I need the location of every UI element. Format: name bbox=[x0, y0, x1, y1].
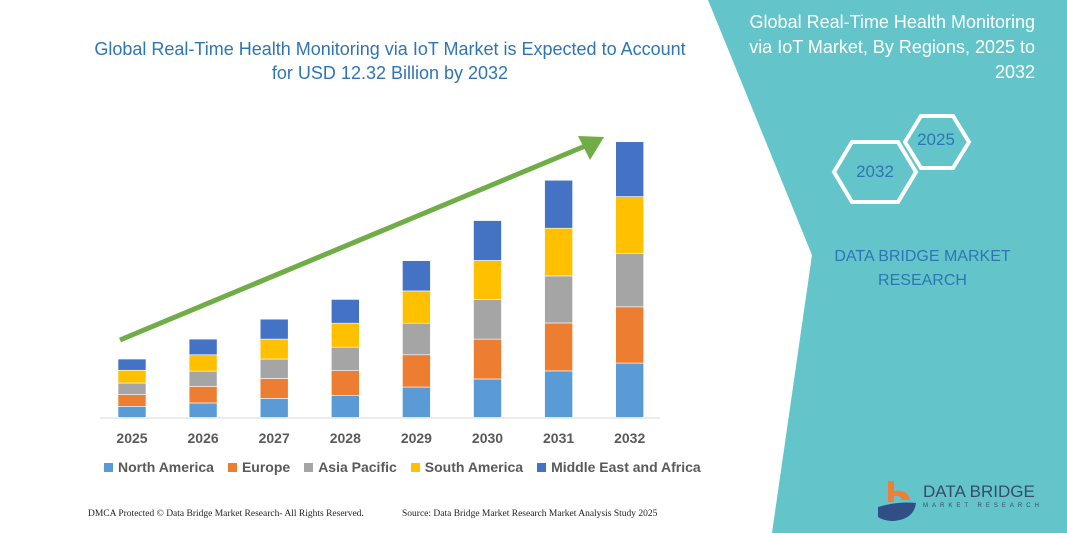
bar-segment-2027-south-america bbox=[259, 338, 289, 360]
bar-segment-2028-europe bbox=[330, 370, 360, 396]
x-tick-label: 2032 bbox=[614, 430, 645, 446]
legend-swatch bbox=[227, 462, 237, 472]
bar-segment-2027-asia-pacific bbox=[259, 358, 289, 379]
footer-copyright: DMCA Protected © Data Bridge Market Rese… bbox=[88, 509, 364, 519]
x-tick-label: 2030 bbox=[472, 430, 503, 446]
x-tick-label: 2026 bbox=[188, 430, 219, 446]
bar-segment-2026-north-america bbox=[188, 402, 218, 418]
bar-segment-2028-middle-east-and-africa bbox=[330, 299, 360, 324]
bar-segment-2032-europe bbox=[615, 306, 645, 364]
legend-label: Middle East and Africa bbox=[551, 459, 701, 475]
legend-label: Asia Pacific bbox=[318, 459, 397, 475]
bar-segment-2031-europe bbox=[544, 322, 573, 372]
bar-segment-2031-south-america bbox=[544, 227, 573, 277]
trend-arrow bbox=[119, 141, 591, 343]
bar-segment-2029-north-america bbox=[402, 386, 431, 418]
bar-segment-2027-middle-east-and-africa bbox=[259, 318, 289, 340]
bar-segment-2029-asia-pacific bbox=[402, 322, 431, 356]
legend-label: North America bbox=[118, 459, 214, 475]
bar-segment-2028-south-america bbox=[330, 322, 360, 348]
bar-segment-2030-middle-east-and-africa bbox=[473, 220, 502, 261]
brand-name: DATA BRIDGE MARKET RESEARCH bbox=[834, 248, 1011, 289]
legend: North America Europe Asia Pacific South Ame… bbox=[104, 459, 701, 475]
logo-swoosh bbox=[878, 502, 916, 521]
bar-segment-2031-middle-east-and-africa bbox=[544, 179, 573, 229]
footer-source: Source: Data Bridge Market Research Mark… bbox=[402, 509, 658, 519]
x-tick-label: 2029 bbox=[401, 430, 432, 446]
x-tick-label: 2025 bbox=[116, 430, 147, 446]
bar-segment-2027-north-america bbox=[259, 398, 289, 418]
bar-segment-2028-asia-pacific bbox=[330, 346, 360, 371]
bar-segment-2029-europe bbox=[402, 354, 431, 388]
bar-segment-2031-asia-pacific bbox=[544, 275, 573, 324]
bar-segment-2026-middle-east-and-africa bbox=[188, 338, 218, 356]
trend-arrow-head bbox=[578, 136, 604, 160]
bar-segment-2027-europe bbox=[259, 378, 289, 399]
legend-swatch bbox=[104, 462, 113, 472]
legend-item: North America bbox=[104, 459, 214, 475]
legend-swatch bbox=[304, 462, 314, 472]
bar-segment-2025-south-america bbox=[117, 369, 147, 384]
x-tick-label: 2027 bbox=[259, 430, 290, 446]
legend-swatch bbox=[537, 462, 547, 472]
logo-icon bbox=[888, 481, 910, 502]
bar-segment-2029-middle-east-and-africa bbox=[402, 260, 431, 292]
legend-item: South America bbox=[410, 459, 524, 475]
hexagon-2032 bbox=[831, 140, 919, 204]
x-tick-label: 2028 bbox=[330, 430, 361, 446]
bar-segment-2032-north-america bbox=[615, 362, 645, 418]
bar-segment-2032-south-america bbox=[615, 196, 645, 254]
chart-title: Global Real-Time Health Monitoring via I… bbox=[94, 39, 686, 83]
logo-text: DATA BRIDGE bbox=[923, 482, 1035, 501]
bar-segment-2026-europe bbox=[188, 386, 218, 404]
bar-segment-2029-south-america bbox=[402, 290, 431, 324]
bar-segment-2025-middle-east-and-africa bbox=[117, 358, 147, 371]
logo-subtext: MARKET RESEARCH bbox=[923, 503, 1043, 509]
bar-segment-2025-europe bbox=[117, 394, 147, 407]
bar-segment-2032-middle-east-and-africa bbox=[615, 141, 645, 197]
bar-segment-2031-north-america bbox=[544, 370, 573, 418]
side-panel-background bbox=[708, 0, 1067, 533]
bar-segment-2030-south-america bbox=[473, 260, 502, 300]
bar-segment-2030-europe bbox=[473, 338, 502, 380]
bar-segment-2026-south-america bbox=[188, 354, 218, 372]
x-tick-label: 2031 bbox=[543, 430, 574, 446]
bar-segment-2025-north-america bbox=[117, 405, 147, 418]
legend-swatch bbox=[410, 462, 420, 472]
hex-label-2025: 2025 bbox=[917, 130, 955, 149]
legend-item: Middle East and Africa bbox=[537, 459, 701, 475]
bar-segment-2030-asia-pacific bbox=[473, 299, 502, 340]
bar-segment-2026-asia-pacific bbox=[188, 370, 218, 387]
bar-segment-2032-asia-pacific bbox=[615, 252, 645, 308]
legend-label: South America bbox=[424, 459, 524, 475]
side-panel-title: Global Real-Time Health Monitoring via I… bbox=[749, 12, 1035, 82]
legend-label: Europe bbox=[241, 459, 291, 475]
bar-segment-2028-north-america bbox=[330, 395, 360, 418]
hexagon-2025 bbox=[902, 114, 972, 170]
legend-item: Europe bbox=[227, 459, 291, 475]
hex-label-2032: 2032 bbox=[856, 162, 894, 181]
bar-segment-2030-north-america bbox=[473, 378, 502, 418]
legend-item: Asia Pacific bbox=[304, 459, 397, 475]
bar-segment-2025-asia-pacific bbox=[117, 382, 147, 395]
